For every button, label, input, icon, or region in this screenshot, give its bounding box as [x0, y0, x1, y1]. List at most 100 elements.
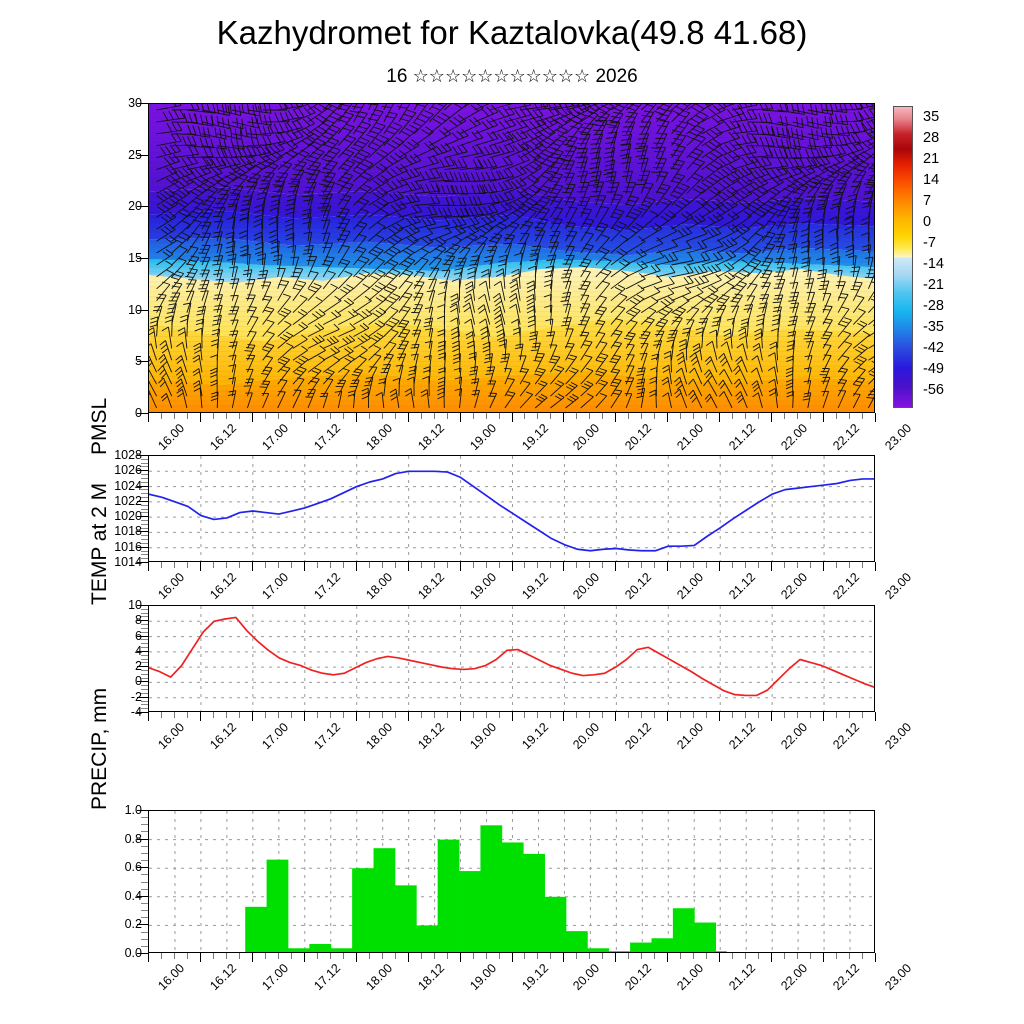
x-axis-minor-tick	[537, 712, 539, 718]
x-axis-minor-tick	[758, 953, 760, 959]
x-axis-major-tick	[407, 953, 409, 962]
subtitle-year: 2026	[595, 66, 638, 87]
x-axis-minor-tick	[368, 712, 370, 718]
x-axis-minor-tick	[810, 953, 812, 959]
x-axis-minor-tick	[706, 712, 708, 718]
y-axis-label: 30	[128, 96, 142, 110]
y-axis-label: 1024	[114, 478, 142, 493]
x-axis-major-tick	[563, 953, 565, 962]
x-axis-minor-tick	[862, 712, 864, 718]
x-axis-label: 22.00	[778, 961, 811, 994]
y-axis-minor-tick	[141, 708, 148, 710]
x-axis-minor-tick	[446, 953, 448, 959]
x-axis-minor-tick	[537, 562, 539, 568]
y-axis-label: 1028	[114, 448, 142, 462]
x-axis-minor-tick	[316, 712, 318, 718]
x-axis-minor-tick	[836, 712, 838, 718]
x-axis-minor-tick	[342, 953, 344, 959]
x-axis-minor-tick	[576, 953, 578, 959]
x-axis-major-tick	[563, 712, 565, 721]
y-axis-major-tick	[137, 154, 148, 156]
x-axis-label: 23.00	[882, 961, 915, 994]
x-axis-label: 22.12	[830, 720, 863, 753]
x-axis-minor-tick	[212, 562, 214, 568]
x-axis-major-tick	[615, 562, 617, 571]
y-axis-label: 0.0	[124, 946, 142, 960]
x-axis-minor-tick	[433, 953, 435, 959]
y-axis-major-tick	[137, 681, 148, 683]
x-axis-minor-tick	[836, 953, 838, 959]
x-axis-major-tick	[563, 413, 565, 422]
y-axis-minor-tick	[141, 558, 148, 560]
x-axis-minor-tick	[862, 413, 864, 419]
x-axis-minor-tick	[862, 953, 864, 959]
x-axis-major-tick	[459, 712, 461, 721]
x-axis-minor-tick	[290, 413, 292, 419]
x-axis-minor-tick	[784, 953, 786, 959]
x-axis-major-tick	[459, 413, 461, 422]
x-axis-major-tick	[615, 953, 617, 962]
x-axis-minor-tick	[602, 413, 604, 419]
x-axis-major-tick	[511, 413, 513, 422]
x-axis-minor-tick	[173, 562, 175, 568]
y-axis-label: 5	[100, 354, 142, 368]
x-axis-minor-tick	[849, 562, 851, 568]
x-axis-minor-tick	[264, 953, 266, 959]
y-axis-label: 2	[100, 659, 142, 673]
y-axis-major-tick	[137, 895, 148, 897]
x-axis-label: 16.12	[207, 961, 240, 994]
wind-barbs-overlay	[149, 104, 874, 409]
colorbar-label: 21	[923, 151, 940, 167]
x-axis-label: 17.12	[310, 720, 343, 753]
x-axis-major-tick	[407, 562, 409, 571]
y-axis-minor-tick	[141, 523, 148, 525]
x-axis-minor-tick	[173, 712, 175, 718]
pmsl-axis-title: PMSL	[88, 397, 111, 455]
x-axis-major-tick	[771, 562, 773, 571]
x-axis-major-tick	[771, 953, 773, 962]
y-axis-minor-tick	[141, 627, 148, 629]
x-axis-minor-tick	[186, 562, 188, 568]
x-axis-major-tick	[563, 562, 565, 571]
x-axis-minor-tick	[485, 712, 487, 718]
y-axis-minor-tick	[141, 497, 148, 499]
x-axis-minor-tick	[420, 712, 422, 718]
x-axis-label: 22.12	[830, 421, 863, 454]
y-axis-label: 1014	[114, 555, 142, 569]
x-axis-major-tick	[303, 413, 305, 422]
x-axis-major-tick	[771, 413, 773, 422]
page-title: Kazhydromet for Kaztalovka(49.8 41.68)	[216, 14, 808, 51]
x-axis-major-tick	[148, 562, 149, 571]
y-axis-label: 0.2	[124, 917, 142, 932]
x-axis-minor-tick	[732, 712, 734, 718]
y-axis-minor-tick	[141, 466, 148, 468]
x-axis-label: 19.00	[466, 720, 499, 753]
x-axis-major-tick	[875, 953, 876, 962]
x-axis-minor-tick	[290, 712, 292, 718]
x-axis-minor-tick	[186, 953, 188, 959]
subtitle-month-glyphs: ☆☆☆☆☆☆☆☆☆☆☆	[412, 66, 591, 86]
y-axis-minor-tick	[141, 504, 148, 506]
x-axis-label: 19.00	[466, 961, 499, 994]
x-axis-minor-tick	[225, 712, 227, 718]
x-axis-minor-tick	[524, 413, 526, 419]
x-axis-minor-tick	[342, 413, 344, 419]
x-axis-minor-tick	[810, 712, 812, 718]
x-axis-minor-tick	[225, 413, 227, 419]
y-axis-minor-tick	[141, 817, 148, 819]
y-axis-minor-tick	[141, 612, 148, 614]
y-axis-minor-tick	[141, 931, 148, 933]
x-axis-major-tick	[875, 562, 876, 571]
y-axis-minor-tick	[141, 508, 148, 510]
x-axis-minor-tick	[693, 562, 695, 568]
x-axis-minor-tick	[758, 712, 760, 718]
y-axis-minor-tick	[141, 462, 148, 464]
x-axis-minor-tick	[238, 562, 240, 568]
y-axis-label: 0	[100, 674, 142, 688]
x-axis-label: 19.12	[518, 961, 551, 994]
y-axis-major-tick	[137, 413, 148, 414]
x-axis-label: 18.12	[414, 720, 447, 753]
y-axis-minor-tick	[141, 554, 148, 556]
y-axis-minor-tick	[141, 881, 148, 883]
